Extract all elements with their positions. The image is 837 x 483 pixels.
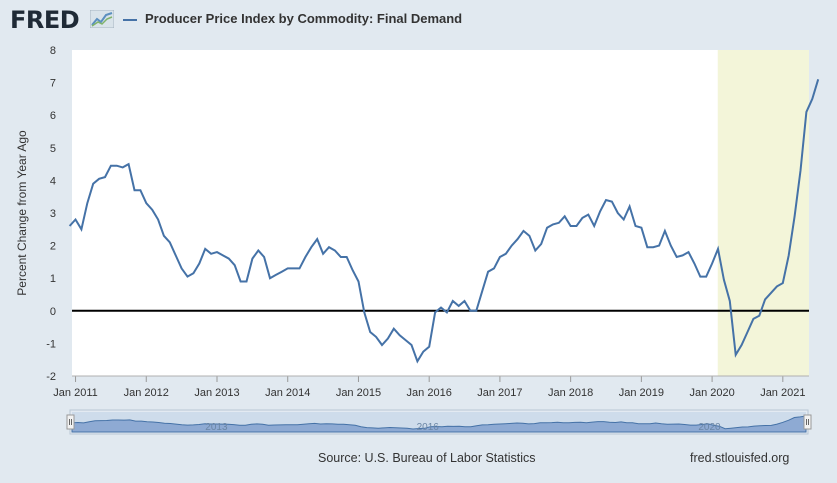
x-tick-label: Jan 2020 <box>689 387 734 399</box>
y-tick-label: 8 <box>50 45 56 57</box>
navigator[interactable]: 2013 2016 2020 <box>66 409 812 435</box>
series-title: Producer Price Index by Commodity: Final… <box>145 11 463 26</box>
y-tick-label: 5 <box>50 143 56 155</box>
chart-header: FRED Producer Price Index by Commodity: … <box>0 0 837 42</box>
navigator-series <box>71 415 807 433</box>
x-axis-ticks: Jan 2011 Jan 2012 Jan 2013 Jan 2014 Jan 2015… <box>53 376 805 399</box>
y-tick-label: 7 <box>50 78 56 90</box>
y-tick-label: 4 <box>50 175 56 187</box>
x-tick-label: Jan 2017 <box>477 387 522 399</box>
x-tick-label: Jan 2014 <box>265 387 310 399</box>
plot-area <box>72 50 809 376</box>
y-tick-label: 3 <box>50 208 56 220</box>
y-tick-label: 2 <box>50 241 56 253</box>
x-tick-label: Jan 2018 <box>548 387 593 399</box>
navigator-left-handle[interactable] <box>66 414 75 430</box>
fred-logo[interactable]: FRED <box>10 6 80 34</box>
navigator-year-label: 2020 <box>698 422 721 433</box>
x-tick-label: Jan 2021 <box>760 387 805 399</box>
x-tick-label: Jan 2016 <box>407 387 452 399</box>
y-axis-ticks: -2 -1 0 1 2 3 4 5 6 7 8 <box>46 45 56 383</box>
y-tick-label: 1 <box>50 273 56 285</box>
y-tick-label: 6 <box>50 110 56 122</box>
x-tick-label: Jan 2015 <box>336 387 381 399</box>
navigator-right-handle[interactable] <box>803 414 812 430</box>
source-note: Source: U.S. Bureau of Labor Statistics <box>318 451 536 465</box>
y-tick-label: -2 <box>46 371 56 383</box>
x-tick-label: Jan 2011 <box>53 387 97 399</box>
series-line[interactable] <box>68 79 820 364</box>
x-tick-label: Jan 2013 <box>194 387 239 399</box>
x-tick-label: Jan 2012 <box>124 387 169 399</box>
legend-swatch <box>123 19 137 21</box>
navigator-year-label: 2016 <box>417 422 440 433</box>
y-axis-label: Percent Change from Year Ago <box>15 130 29 296</box>
x-tick-label: Jan 2019 <box>619 387 664 399</box>
y-tick-label: -1 <box>46 338 56 350</box>
navigator-year-label: 2013 <box>205 422 228 433</box>
y-tick-label: 0 <box>50 306 56 318</box>
navigator-labels: 2013 2016 2020 <box>205 422 721 433</box>
fred-url-link[interactable]: fred.stlouisfed.org <box>690 451 790 465</box>
fred-graph-icon <box>90 10 114 28</box>
